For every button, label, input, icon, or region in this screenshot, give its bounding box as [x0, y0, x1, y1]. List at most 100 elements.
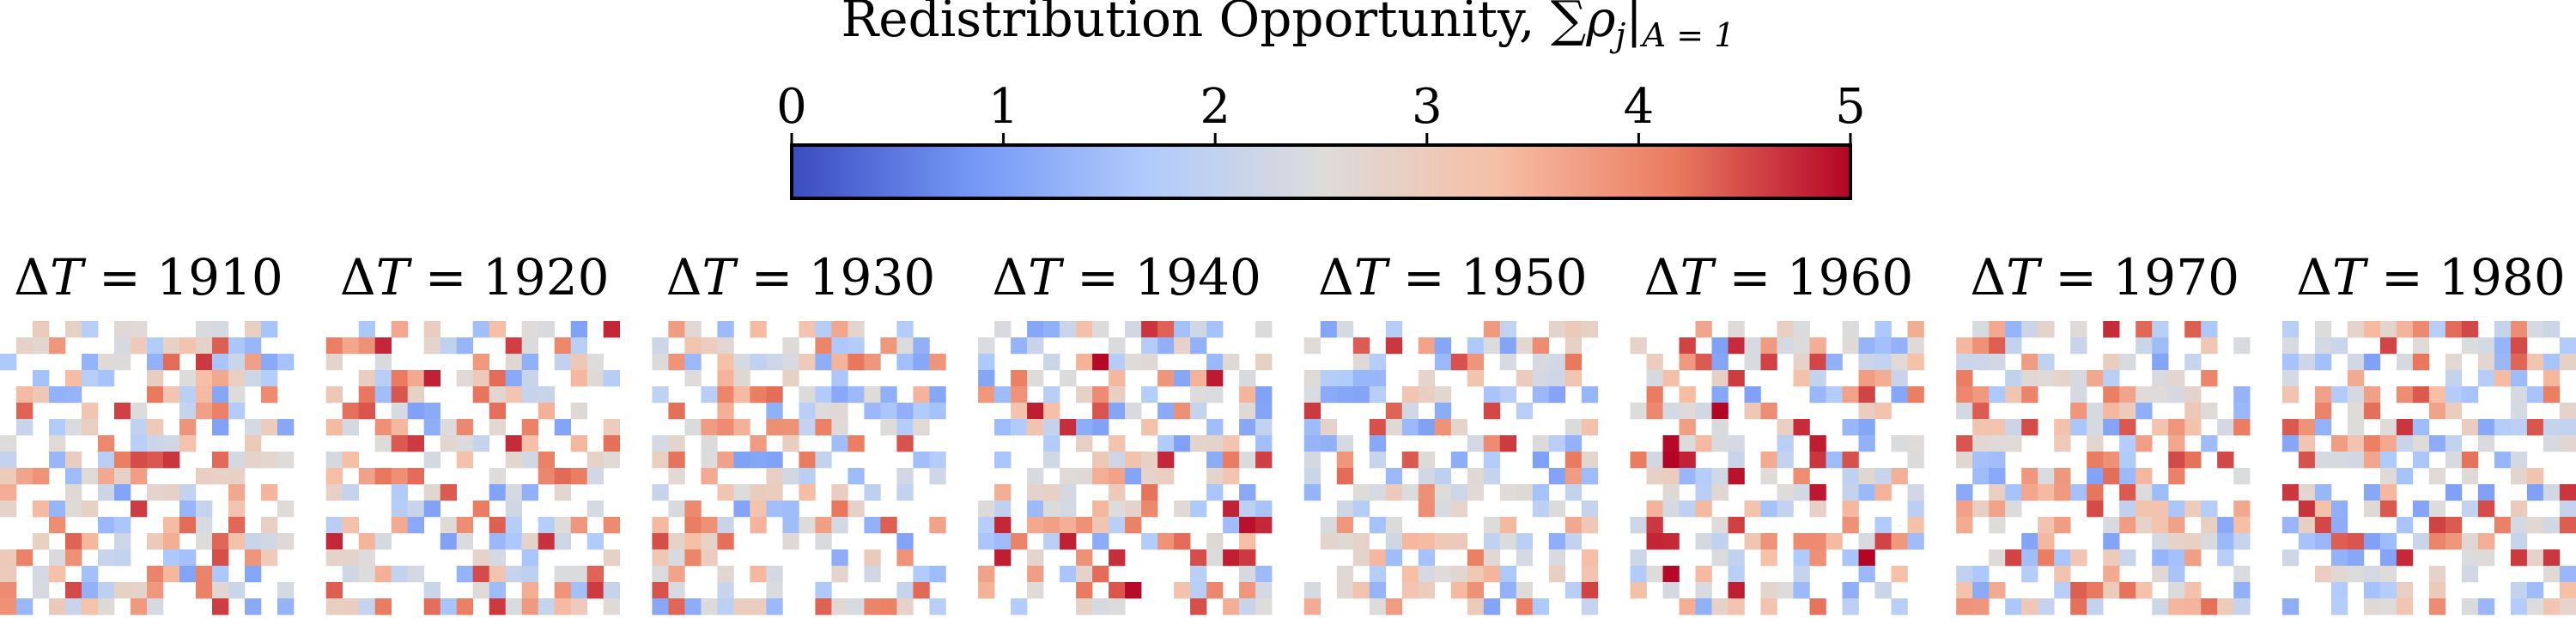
- heatmap-cell: [766, 468, 783, 485]
- heatmap-cell: [358, 386, 375, 403]
- panel-title: ΔT = 1970: [1970, 248, 2239, 306]
- heatmap-cell: [1418, 452, 1436, 469]
- heatmap-cell: [1027, 549, 1044, 567]
- heatmap-cell: [1303, 386, 1321, 403]
- heatmap-cell: [49, 386, 66, 403]
- heatmap-cell: [374, 533, 392, 550]
- heatmap-cell: [2428, 533, 2446, 550]
- heatmap-cell: [1043, 386, 1060, 403]
- heatmap-cell: [2379, 321, 2397, 338]
- heatmap-cell: [2314, 386, 2332, 403]
- heatmap-cell: [49, 337, 66, 355]
- heatmap-cell: [1499, 321, 1517, 338]
- heatmap-cell: [750, 452, 767, 469]
- heatmap-cell: [978, 354, 995, 371]
- heatmap-cell: [2119, 403, 2136, 420]
- heatmap-cell: [2510, 321, 2528, 338]
- heatmap-cell: [2152, 386, 2169, 403]
- heatmap-cell: [603, 435, 620, 452]
- heatmap-cell: [2168, 435, 2185, 452]
- heatmap-cell: [212, 337, 229, 355]
- heatmap-cell: [245, 549, 262, 567]
- heatmap-cell: [2038, 517, 2055, 534]
- heatmap-cell: [489, 484, 506, 501]
- heatmap-cell: [1320, 386, 1338, 403]
- heatmap-cell: [586, 500, 604, 518]
- heatmap-cell: [49, 452, 66, 469]
- heatmap-cell: [1174, 582, 1191, 599]
- heatmap-cell: [33, 533, 50, 550]
- heatmap-cell: [2379, 337, 2397, 355]
- heatmap-cell: [1744, 500, 1761, 518]
- heatmap-cell: [1467, 370, 1485, 387]
- heatmap-cell: [1336, 370, 1354, 387]
- heatmap-cell: [1907, 533, 1924, 550]
- heatmap-cell: [1695, 435, 1712, 452]
- heatmap-cell: [1174, 321, 1191, 338]
- heatmap-cell: [489, 321, 506, 338]
- heatmap-cell: [1011, 403, 1028, 420]
- heatmap-cell: [1809, 500, 1826, 518]
- heatmap-cell: [65, 533, 82, 550]
- heatmap-cell: [668, 403, 685, 420]
- heatmap-cell: [717, 337, 734, 355]
- heatmap-cell: [2428, 435, 2446, 452]
- heatmap-cell: [831, 370, 848, 387]
- heatmap-cell: [277, 354, 295, 371]
- heatmap-cell: [1303, 484, 1321, 501]
- heatmap-cell: [782, 517, 799, 534]
- heatmap-cell: [65, 321, 82, 338]
- heatmap-cell: [864, 386, 881, 403]
- heatmap-cell: [799, 419, 816, 436]
- heatmap-cell: [521, 370, 538, 387]
- heatmap-cell: [1842, 419, 1859, 436]
- heatmap-cell: [1255, 386, 1273, 403]
- heatmap-cell: [1972, 582, 1990, 599]
- heatmap-cell: [0, 354, 17, 371]
- heatmap-cell: [2330, 386, 2348, 403]
- heatmap-cell: [2298, 517, 2316, 534]
- heatmap-cell: [2184, 403, 2202, 420]
- heatmap-cell: [2314, 403, 2332, 420]
- heatmap-cell: [1027, 403, 1044, 420]
- heatmap-cell: [538, 452, 555, 469]
- heatmap-cell: [2087, 452, 2104, 469]
- heatmap-cell: [82, 354, 99, 371]
- heatmap-cell: [1043, 533, 1060, 550]
- heatmap-cell: [2054, 566, 2071, 583]
- heatmap-cell: [1711, 435, 1728, 452]
- heatmap-cell: [358, 321, 375, 338]
- heatmap-cell: [1190, 337, 1207, 355]
- heatmap-cell: [1467, 582, 1485, 599]
- heatmap-cell: [1581, 500, 1599, 518]
- heatmap-cell: [1956, 370, 1973, 387]
- heatmap-cell: [505, 500, 522, 518]
- heatmap-cell: [2379, 435, 2397, 452]
- heatmap-cell: [684, 370, 702, 387]
- heatmap-cell: [489, 419, 506, 436]
- heatmap-cell: [65, 386, 82, 403]
- heatmap-cell: [2347, 419, 2365, 436]
- heatmap-cell: [1581, 517, 1599, 534]
- heatmap-cell: [0, 549, 17, 567]
- heatmap-cell: [1777, 337, 1794, 355]
- heatmap-cell: [456, 566, 473, 583]
- heatmap-cell: [2217, 533, 2234, 550]
- heatmap-cell: [2445, 354, 2463, 371]
- heatmap-cell: [2136, 337, 2153, 355]
- heatmap-cell: [407, 403, 424, 420]
- heatmap-cell: [179, 403, 197, 420]
- heatmap-cell: [2005, 484, 2022, 501]
- heatmap-cell: [2070, 321, 2087, 338]
- colorbar-bar: [790, 143, 1852, 200]
- heatmap-cell: [1956, 354, 1973, 371]
- heatmap-cell: [1956, 452, 1973, 469]
- heatmap-cell: [505, 435, 522, 452]
- heatmap-cell: [1793, 354, 1810, 371]
- heatmap-cell: [1809, 386, 1826, 403]
- heatmap-cell: [2038, 533, 2055, 550]
- heatmap-cell: [163, 549, 180, 567]
- heatmap-cell: [1092, 403, 1109, 420]
- heatmap-cell: [1744, 337, 1761, 355]
- heatmap-cell: [2445, 370, 2463, 387]
